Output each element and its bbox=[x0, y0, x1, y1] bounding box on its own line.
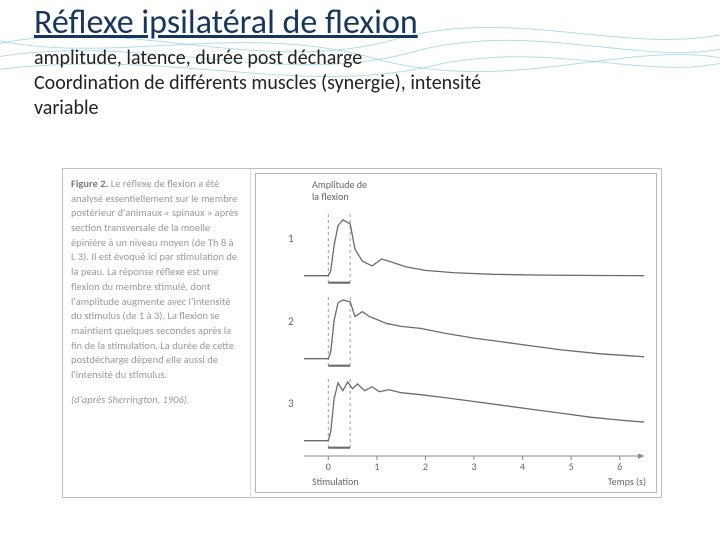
x-label-time: Temps (s) bbox=[608, 475, 646, 488]
svg-text:2: 2 bbox=[288, 315, 294, 328]
chart-panel-1: 1 bbox=[272, 204, 648, 287]
chart-panels: 1 2 3 bbox=[272, 204, 648, 452]
subtitle-l2: Coordination de différents muscles (syne… bbox=[34, 71, 481, 95]
subtitle-l1: amplitude, latence, durée post décharge bbox=[34, 46, 362, 70]
svg-text:6: 6 bbox=[617, 460, 622, 473]
x-label-stim: Stimulation bbox=[312, 475, 359, 488]
figure-container: Figure 2. Le réflexe de flexion a été an… bbox=[62, 168, 662, 498]
figure-label: Figure 2. bbox=[71, 177, 108, 190]
subtitle: amplitude, latence, durée post décharge … bbox=[34, 46, 481, 121]
figure-credit: (d'après Sherrington, 1906). bbox=[71, 393, 240, 408]
page-title: Réflexe ipsilatéral de flexion bbox=[34, 2, 418, 43]
figure-caption-body: Le réflexe de flexion a été analysé esse… bbox=[71, 177, 238, 381]
x-axis-svg: 0 1 2 3 4 5 6 bbox=[272, 454, 648, 474]
y-axis-title-2: la flexion bbox=[312, 190, 349, 203]
subtitle-l3: variable bbox=[34, 96, 99, 120]
svg-text:3: 3 bbox=[288, 398, 294, 411]
svg-text:2: 2 bbox=[423, 460, 428, 473]
svg-text:1: 1 bbox=[288, 232, 294, 245]
chart-panel-2: 2 bbox=[272, 287, 648, 370]
chart-border: Amplitude de la flexion 123 0123456 Stim… bbox=[255, 173, 657, 493]
chart-panel-3: 3 bbox=[272, 369, 648, 452]
svg-text:4: 4 bbox=[520, 460, 525, 473]
svg-text:0: 0 bbox=[326, 460, 331, 473]
figure-caption: Figure 2. Le réflexe de flexion a été an… bbox=[63, 169, 251, 497]
svg-text:3: 3 bbox=[471, 460, 476, 473]
x-axis: 0 1 2 3 4 5 6 bbox=[272, 454, 648, 474]
svg-text:1: 1 bbox=[374, 460, 379, 473]
svg-text:5: 5 bbox=[569, 460, 574, 473]
chart-area: Amplitude de la flexion 123 0123456 Stim… bbox=[251, 169, 661, 497]
